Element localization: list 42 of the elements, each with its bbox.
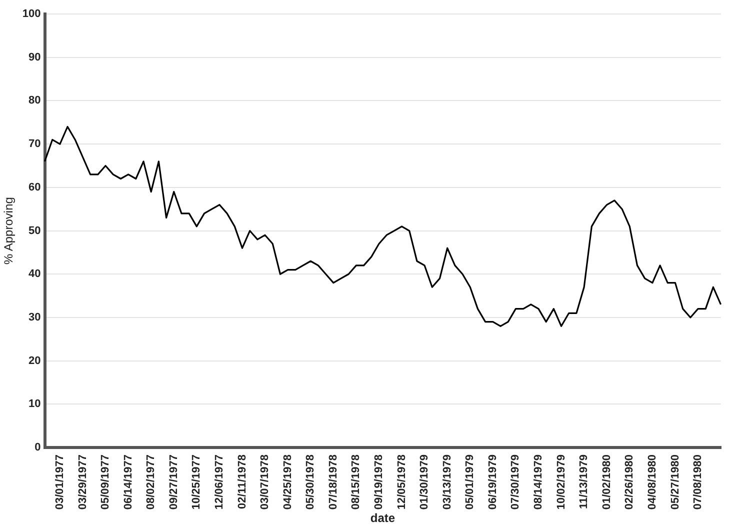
x-tick-label: 07/18/1978 bbox=[327, 454, 340, 510]
x-tick-label: 09/19/1978 bbox=[373, 454, 386, 510]
x-tick-label: 05/09/1977 bbox=[100, 454, 112, 510]
x-tick-label: 09/27/1977 bbox=[168, 454, 180, 510]
x-tick-label: 03/13/1979 bbox=[441, 454, 454, 510]
y-tick-label: 100 bbox=[22, 8, 41, 20]
x-tick-label: 02/26/1980 bbox=[624, 454, 636, 510]
x-axis-title: date bbox=[370, 511, 396, 526]
x-tick-label: 08/14/1979 bbox=[532, 454, 545, 510]
x-tick-label: 02/11/1978 bbox=[236, 454, 248, 509]
x-tick-label: 08/15/1978 bbox=[350, 454, 362, 510]
x-tick-label: 06/19/1979 bbox=[486, 454, 499, 510]
x-tick-label: 12/05/1978 bbox=[396, 454, 408, 510]
x-tick-label: 05/30/1978 bbox=[304, 454, 317, 510]
x-tick-label: 03/07/1978 bbox=[259, 454, 272, 510]
y-tick-label: 50 bbox=[28, 224, 41, 237]
x-tick-label: 10/25/1977 bbox=[190, 454, 203, 510]
y-tick-label: 80 bbox=[28, 94, 41, 107]
y-tick-label: 60 bbox=[28, 181, 41, 194]
x-tick-label: 01/02/1980 bbox=[600, 454, 613, 510]
x-tick-label: 07/30/1979 bbox=[510, 454, 522, 510]
y-tick-label: 70 bbox=[28, 138, 41, 150]
x-tick-label: 05/01/1979 bbox=[464, 454, 476, 510]
x-tick-label: 06/14/1977 bbox=[122, 454, 134, 510]
x-tick-label: 03/29/1977 bbox=[76, 454, 89, 510]
y-tick-label: 40 bbox=[28, 268, 41, 280]
x-tick-label: 01/30/1979 bbox=[418, 454, 431, 510]
y-tick-label: 90 bbox=[28, 51, 41, 64]
x-tick-label: 03/01/1977 bbox=[54, 454, 66, 510]
x-tick-label: 11/13/1979 bbox=[578, 454, 590, 509]
y-tick-label: 20 bbox=[28, 354, 41, 367]
x-tick-label: 05/27/1980 bbox=[669, 454, 682, 510]
x-tick-label: 08/02/1977 bbox=[145, 454, 158, 510]
x-tick-label: 04/25/1978 bbox=[282, 454, 294, 510]
y-tick-label: 30 bbox=[28, 312, 41, 324]
y-tick-label: 0 bbox=[34, 442, 41, 454]
x-tick-label: 07/08/1980 bbox=[692, 454, 704, 510]
y-axis-title: % Approving bbox=[2, 197, 16, 264]
x-tick-label: 10/02/1979 bbox=[555, 454, 568, 510]
y-tick-label: 10 bbox=[28, 398, 41, 410]
x-tick-label: 12/06/1977 bbox=[213, 454, 226, 510]
x-tick-label: 04/08/1980 bbox=[646, 454, 658, 510]
